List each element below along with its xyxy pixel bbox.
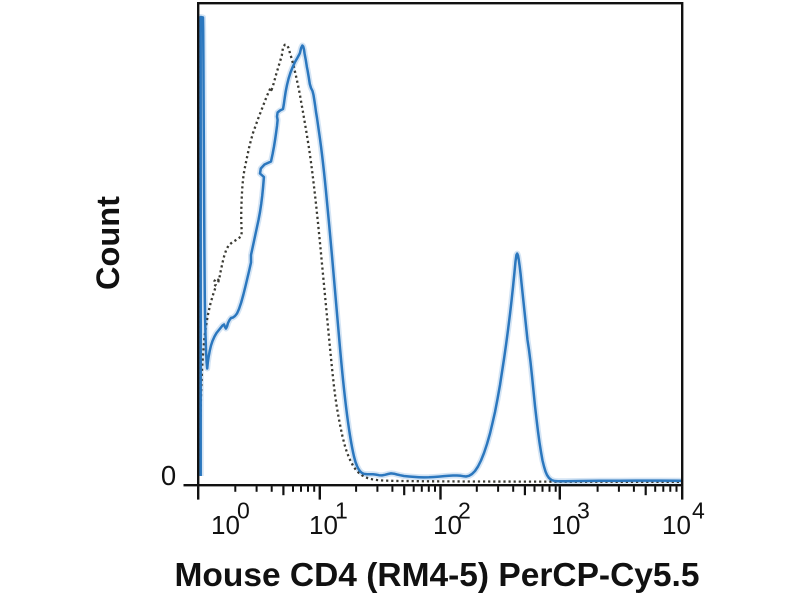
svg-text:10: 10: [309, 510, 338, 540]
svg-text:1: 1: [335, 498, 348, 524]
svg-text:10: 10: [552, 510, 581, 540]
svg-text:10: 10: [211, 510, 240, 540]
svg-text:0: 0: [161, 460, 176, 491]
svg-text:Count: Count: [90, 196, 126, 290]
svg-text:10: 10: [662, 510, 691, 540]
svg-text:2: 2: [458, 498, 471, 524]
svg-text:10: 10: [433, 510, 462, 540]
svg-text:Mouse CD4 (RM4-5) PerCP-Cy5.5: Mouse CD4 (RM4-5) PerCP-Cy5.5: [175, 557, 700, 594]
svg-text:3: 3: [577, 498, 590, 524]
svg-text:4: 4: [692, 498, 705, 524]
svg-text:0: 0: [237, 498, 250, 524]
